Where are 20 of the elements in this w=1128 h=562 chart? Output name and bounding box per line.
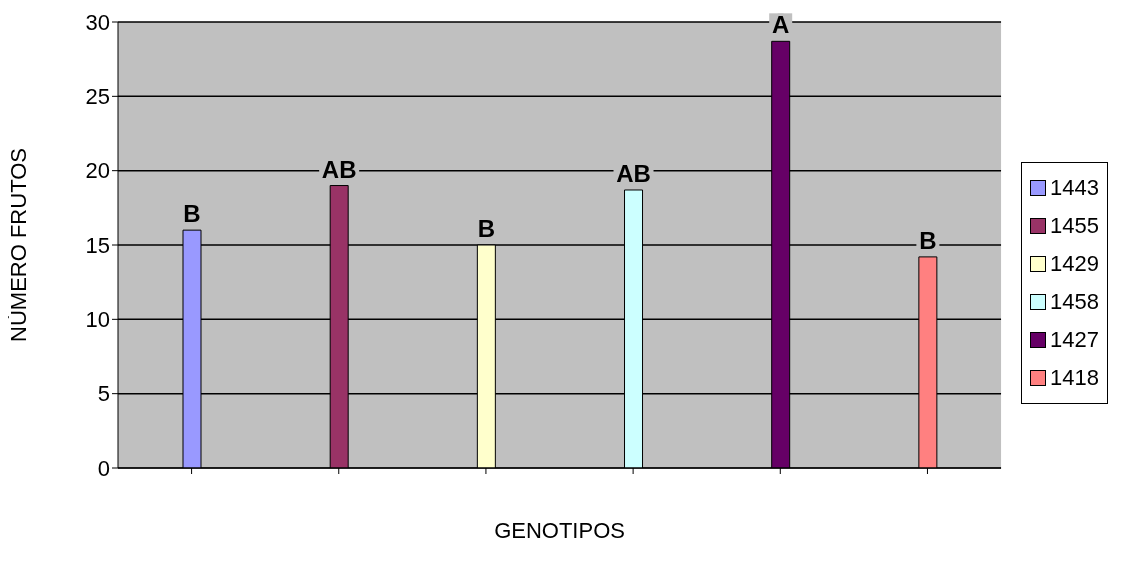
legend-label: 1458	[1050, 289, 1099, 315]
y-tick-label: 0	[97, 455, 110, 481]
y-tick-label: 10	[85, 307, 110, 333]
legend-label: 1418	[1050, 365, 1099, 391]
legend-label: 1427	[1050, 327, 1099, 353]
annotation: AB	[616, 159, 651, 187]
annotation: A	[772, 11, 790, 39]
y-tick-label: 15	[85, 232, 110, 258]
y-tick-label: 30	[85, 9, 110, 35]
annotation: B	[183, 200, 201, 228]
legend-label: 1429	[1050, 251, 1099, 277]
y-tick-label: 20	[85, 158, 110, 184]
legend-label: 1455	[1050, 213, 1099, 239]
legend-label: 1443	[1050, 175, 1099, 201]
annotation: B	[477, 215, 496, 242]
y-tick-label: 5	[97, 381, 110, 407]
x-axis-title: GENOTIPOS	[494, 518, 625, 543]
y-tick-label: 25	[85, 84, 110, 110]
annotation: AB	[321, 155, 357, 183]
annotation: B	[919, 226, 937, 254]
